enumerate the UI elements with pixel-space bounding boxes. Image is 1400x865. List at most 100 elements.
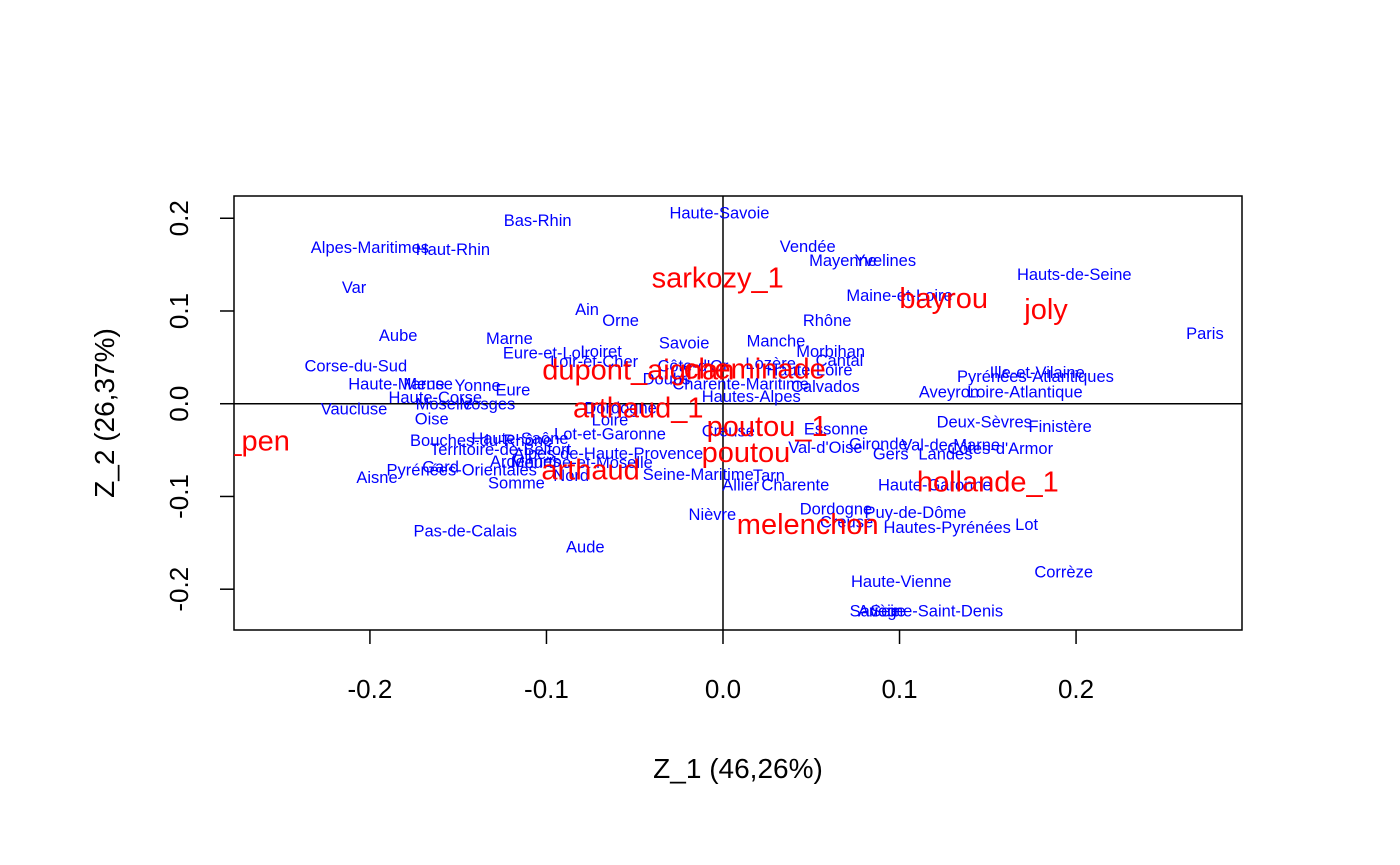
x-tick-label: -0.2 — [348, 674, 393, 704]
department-label: Eure-et-Loir — [503, 345, 591, 363]
department-label: Morbihan — [796, 343, 865, 361]
department-label: Allier — [722, 476, 759, 494]
department-label: Creuse — [702, 423, 755, 441]
candidate-label: sarkozy_1 — [652, 263, 784, 295]
department-label: Landes — [918, 446, 972, 464]
department-label: Somme — [488, 474, 545, 492]
department-label: Loir-et-Cher — [550, 353, 639, 371]
department-label: Dordogne — [800, 500, 872, 518]
candidate-label: poutou_1 — [707, 411, 828, 443]
department-label: Côtes-d'Armor — [947, 440, 1053, 458]
department-label: Yonne — [455, 377, 501, 395]
department-label: Haute-Vienne — [851, 573, 952, 591]
department-label: Haute-Saône — [471, 430, 568, 448]
tick-marks: -0.2 -0.1 0.0 0.1 0.2 -0.2 -0.1 0.0 0.1 0.2 — [164, 200, 1094, 704]
candidate-label: bayrou — [899, 283, 988, 315]
department-label: Hauts-de-Seine — [1017, 266, 1132, 284]
x-tick-label: -0.1 — [524, 674, 569, 704]
department-label: Corrèze — [1034, 564, 1093, 582]
point-labels: Bas-Rhin Haute-Savoie Alpes-MaritimesHaut-… — [203, 205, 1224, 621]
department-label: Seine-Maritime — [643, 466, 754, 484]
department-label: Ain — [575, 301, 599, 319]
department-label: Moselle — [416, 396, 473, 414]
department-label: Haute-Savoie — [669, 205, 769, 223]
department-label: Haute-Garonne — [878, 476, 992, 494]
department-label: Pas-de-Calais — [413, 523, 517, 541]
department-label: Alpes-de-Haute-Provence — [513, 445, 703, 463]
department-label: Essonne — [804, 421, 868, 439]
department-label: Charente-Maritime — [672, 375, 809, 393]
department-label: Corse-du-Sud — [304, 358, 407, 376]
y-tick-label: -0.2 — [164, 567, 194, 612]
department-label: Val-d'Oise — [788, 439, 862, 457]
department-label: Haute-Marne — [348, 375, 444, 393]
department-label: Aude — [566, 538, 605, 556]
department-label: Loire-Atlantique — [967, 384, 1083, 402]
y-tick-label: 0.2 — [164, 200, 194, 236]
department-label: Vosges — [461, 396, 515, 414]
axes — [233, 195, 1243, 631]
department-label: Loire — [592, 411, 629, 429]
department-label: Vendée — [780, 238, 836, 256]
y-tick-label: -0.1 — [164, 474, 194, 519]
department-label: Ardennes — [490, 453, 561, 471]
department-label: Ille-et-Vilaine — [990, 364, 1085, 382]
candidate-label: le_pen — [203, 426, 290, 458]
department-label: Val-de-Marne — [901, 436, 1000, 454]
department-label: Bouches-du-Rhône — [410, 432, 552, 450]
department-label: Doubs — [643, 371, 691, 389]
candidate-label: dupont_aignan — [542, 354, 734, 386]
department-label: Seine-Saint-Denis — [870, 602, 1003, 620]
candidate-label: poutou — [702, 437, 791, 469]
department-label: Var — [342, 279, 367, 297]
department-label: Finistère — [1029, 418, 1092, 436]
department-label: Nièvre — [689, 506, 737, 524]
candidate-label: cheminade — [684, 353, 826, 385]
y-axis-title: Z_2 (26,37%) — [89, 328, 120, 498]
y-tick-label: 0.1 — [164, 293, 194, 329]
department-label: Gard — [422, 459, 459, 477]
department-label: Aveyron — [919, 384, 979, 402]
department-label: Calvados — [791, 378, 860, 396]
plot-frame — [233, 195, 1243, 631]
department-label: Aisne — [356, 469, 397, 487]
department-label: Puy-de-Dôme — [865, 504, 967, 522]
candidate-label: arthaud_1 — [573, 392, 704, 424]
department-label: Lozère — [745, 355, 795, 373]
department-label: Haut-Rhin — [416, 241, 490, 259]
department-label: Alpes-Maritimes — [311, 239, 429, 257]
department-label: Hautes-Pyrénées — [883, 519, 1010, 537]
department-label: Tarn — [753, 467, 785, 485]
candidate-label: joly — [1023, 294, 1068, 326]
x-tick-label: 0.2 — [1058, 674, 1094, 704]
department-label: Manche — [747, 333, 806, 351]
x-tick-label: 0.1 — [881, 674, 917, 704]
x-tick-label: 0.0 — [705, 674, 741, 704]
department-label: Deux-Sèvres — [937, 413, 1032, 431]
department-label: Charente — [761, 476, 829, 494]
department-label: Bas-Rhin — [504, 212, 572, 230]
department-label: Eure — [495, 382, 530, 400]
department-label: Aube — [379, 327, 418, 345]
department-label: Haute-Corse — [388, 389, 482, 407]
department-label: Lot — [1015, 516, 1038, 534]
department-label: Ariège — [858, 602, 906, 620]
department-label: Maine-et-Loire — [846, 287, 952, 305]
department-label: Haute-Loire — [766, 361, 852, 379]
department-label: Hautes-Alpes — [702, 388, 801, 406]
department-label: Meurthe-et-Moselle — [511, 454, 653, 472]
candidate-label: hollande_1 — [917, 467, 1059, 499]
department-label: Cantal — [816, 352, 864, 370]
department-label: Gironde — [849, 436, 908, 454]
department-label: Lot-et-Garonne — [554, 425, 666, 443]
department-label: Pyrénées-Atlantiques — [957, 368, 1114, 386]
department-label: Pyrénées-Orientales — [387, 461, 537, 479]
department-label: Savoie — [850, 602, 900, 620]
y-tick-label: 0.0 — [164, 386, 194, 422]
candidate-label: melenchon — [737, 509, 879, 541]
department-label: Orne — [602, 312, 639, 330]
department-label: Gers — [873, 446, 909, 464]
department-label: Rhône — [803, 312, 852, 330]
x-axis-title: Z_1 (46,26%) — [653, 753, 823, 784]
